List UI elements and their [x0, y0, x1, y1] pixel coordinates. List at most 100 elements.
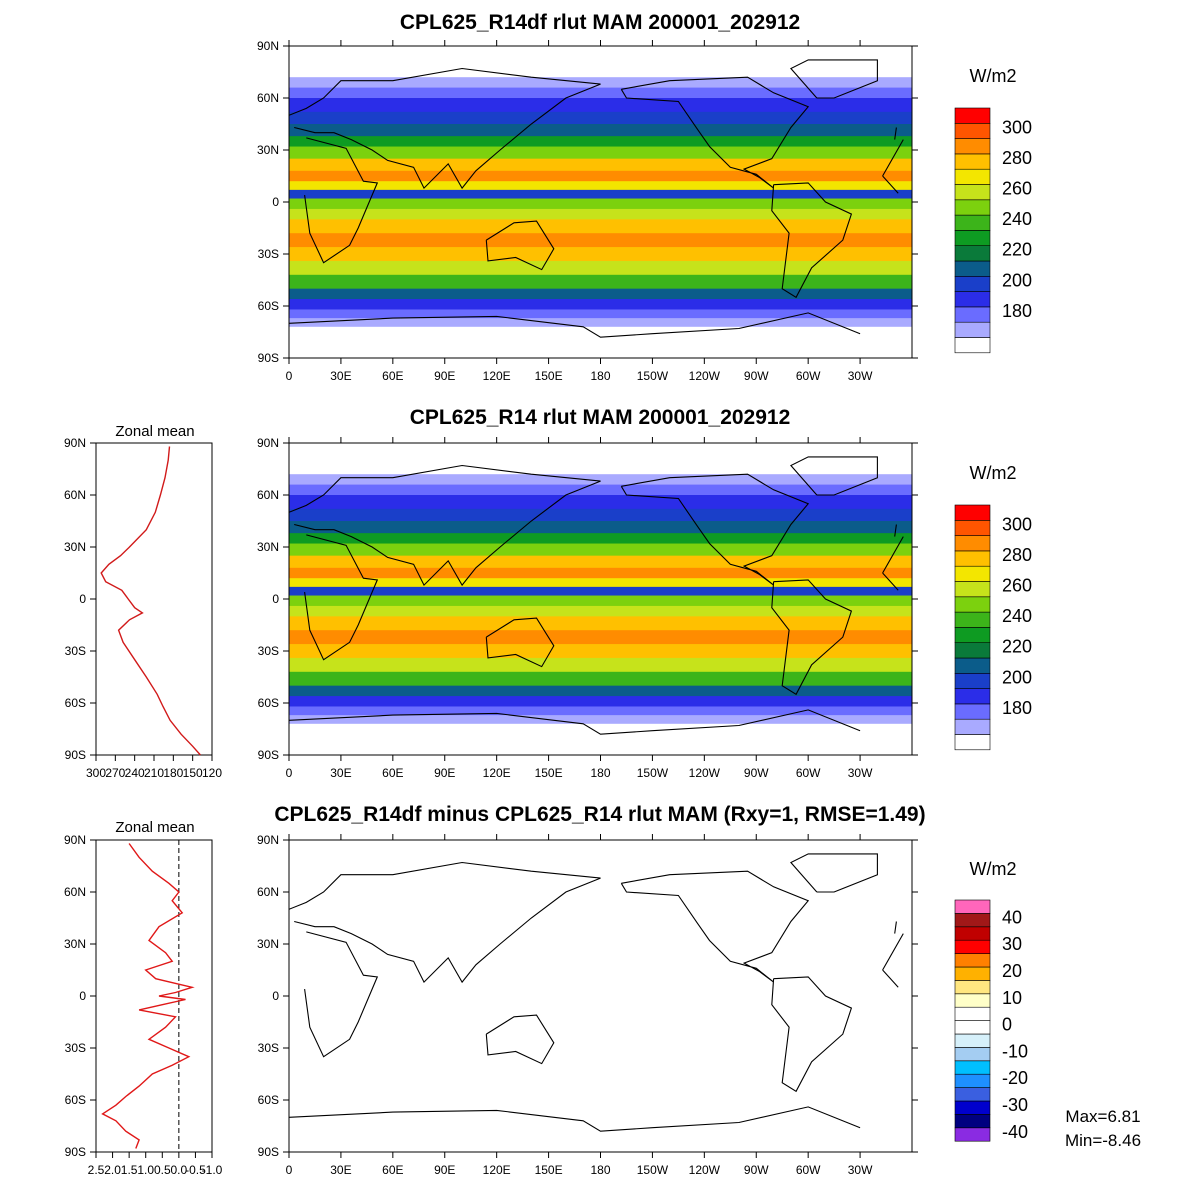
lon-tick-label: 60E — [382, 1163, 403, 1177]
lat-band — [289, 521, 912, 534]
lat-band — [289, 723, 912, 755]
stat-min: Min=-8.46 — [1065, 1131, 1141, 1150]
lon-tick-label: 60E — [382, 766, 403, 780]
lon-tick-label: 30E — [330, 369, 351, 383]
lat-band — [289, 992, 912, 1004]
zonal-x-label: -0.5 — [185, 1163, 206, 1177]
colorbar-label: 200 — [1002, 270, 1032, 290]
lat-band — [289, 533, 912, 545]
lat-tick-label: 30N — [257, 937, 279, 951]
lon-tick-label: 150E — [535, 1163, 563, 1177]
colorbar-label: 240 — [1002, 209, 1032, 229]
panel2-map-field — [289, 443, 912, 755]
colorbar-box — [954, 980, 991, 995]
colorbar-box — [954, 1020, 991, 1035]
lat-band — [289, 543, 912, 557]
lat-band — [289, 715, 912, 725]
lat-band — [289, 857, 912, 872]
lon-tick-label: 180 — [590, 766, 610, 780]
lon-tick-label: 90E — [434, 766, 455, 780]
panel1-units: W/m2 — [970, 66, 1017, 86]
coastline — [485, 1014, 555, 1065]
zonal-x-label: 120 — [202, 766, 222, 780]
lat-tick-label: 60N — [257, 91, 279, 105]
zonal-x-label: 150 — [183, 766, 203, 780]
lat-band — [289, 460, 912, 475]
colorbar-label: -30 — [1002, 1095, 1028, 1115]
lat-band — [289, 233, 912, 248]
colorbar-label: 0 — [1002, 1015, 1012, 1035]
coastline — [289, 709, 861, 735]
lat-band — [289, 484, 912, 496]
lat-tick-label: 30N — [257, 143, 279, 157]
coastline — [485, 220, 555, 271]
lon-tick-label: 90E — [434, 1163, 455, 1177]
lat-tick-label: 60S — [258, 299, 279, 313]
coastline — [771, 976, 853, 1093]
panel1-axes: 90N 60N 30N 0 30S 60S 90S 0 30E 60E 90E 120E 150E 180… — [257, 39, 918, 383]
colorbar-box — [954, 1033, 991, 1048]
lon-tick-label: 30E — [330, 766, 351, 780]
lat-band — [289, 685, 912, 697]
lat-band — [289, 644, 912, 659]
lat-band — [289, 247, 912, 262]
zonal-y-label: 90S — [65, 748, 86, 762]
colorbar-box — [954, 953, 991, 968]
colorbar-box — [954, 245, 991, 262]
zonal-mean-line — [101, 843, 195, 1149]
lat-band — [289, 326, 912, 358]
panel3-units: W/m2 — [970, 859, 1017, 879]
lat-tick-label: 90S — [258, 748, 279, 762]
colorbar-box — [954, 1060, 991, 1075]
colorbar-label: -20 — [1002, 1068, 1028, 1088]
zonal-x-label: 240 — [125, 766, 145, 780]
lat-band — [289, 46, 912, 64]
lon-tick-label: 0 — [286, 369, 293, 383]
colorbar-box — [954, 260, 991, 277]
lat-band — [289, 318, 912, 328]
colorbar-box — [954, 1073, 991, 1088]
coastline — [790, 59, 878, 99]
zonal-y-label: 30S — [65, 1041, 86, 1055]
zonal-x-label: 300 — [86, 766, 106, 780]
colorbar-box — [954, 672, 991, 689]
colorbar-box — [954, 581, 991, 598]
zonal-mean-2-title: Zonal mean — [115, 819, 194, 836]
lat-tick-label: 90S — [258, 351, 279, 365]
panel-cpl625-r14: CPL625_R14 rlut MAM 200001_202912 90N 60N… — [64, 406, 1032, 780]
colorbar-box — [954, 993, 991, 1008]
colorbar-box — [954, 899, 991, 914]
colorbar-box — [954, 1087, 991, 1102]
colorbar-label: 300 — [1002, 117, 1032, 137]
lat-band — [289, 111, 912, 125]
coastline — [289, 1106, 861, 1132]
lat-band — [289, 189, 912, 200]
colorbar-label: -40 — [1002, 1122, 1028, 1142]
colorbar-box — [954, 153, 991, 170]
zonal-mean-1-title: Zonal mean — [115, 423, 194, 440]
zonal-x-label: 2.0 — [104, 1163, 121, 1177]
lon-tick-label: 120E — [483, 766, 511, 780]
lat-band — [289, 930, 912, 942]
lat-band — [289, 616, 912, 631]
coastline — [289, 861, 897, 984]
lat-band — [289, 146, 912, 160]
colorbar-label: 20 — [1002, 961, 1022, 981]
colorbar-box — [954, 107, 991, 124]
lat-tick-label: 30S — [258, 1041, 279, 1055]
lat-band — [289, 98, 912, 113]
lon-tick-label: 150E — [535, 369, 563, 383]
zonal-y-label: 30N — [64, 937, 86, 951]
lon-tick-label: 120W — [689, 1163, 721, 1177]
lat-tick-label: 60S — [258, 1093, 279, 1107]
lat-band — [289, 964, 912, 976]
lat-band — [289, 555, 912, 569]
zonal-y-label: 60S — [65, 696, 86, 710]
coastline — [485, 617, 555, 668]
colorbar-box — [954, 138, 991, 155]
colorbar-box — [954, 657, 991, 674]
lon-tick-label: 60W — [796, 369, 821, 383]
colorbar-box — [954, 504, 991, 521]
zonal-x-label: 1.5 — [121, 1163, 138, 1177]
